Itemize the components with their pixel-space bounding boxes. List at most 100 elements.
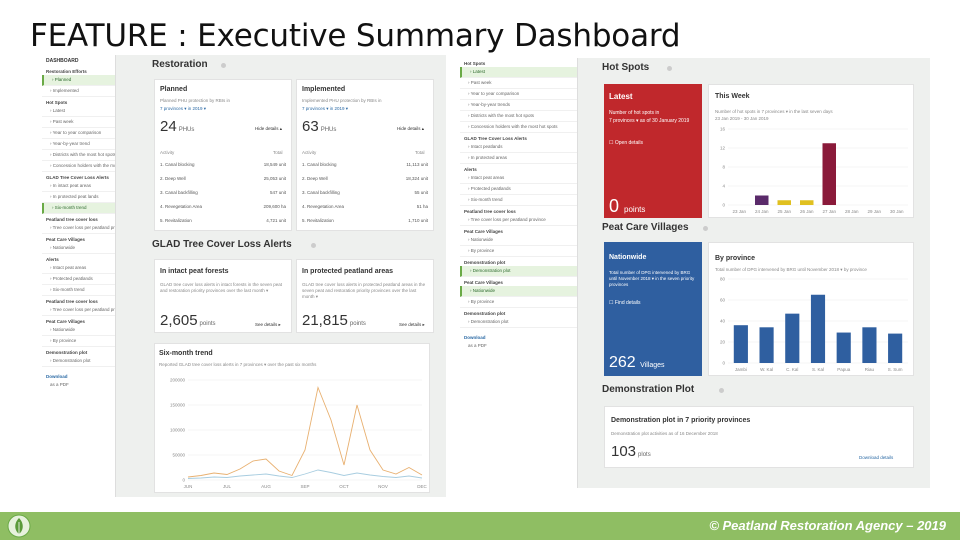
- sidebar-section[interactable]: Restoration Efforts: [46, 69, 87, 74]
- bar[interactable]: [888, 333, 903, 363]
- glad-title: GLAD Tree Cover Loss Alerts: [152, 239, 292, 250]
- download-button[interactable]: Download: [46, 374, 68, 379]
- intact-card: In intact peat forests GLAD tree cover l…: [154, 259, 292, 333]
- sidebar-item[interactable]: › Demonstration plot: [42, 356, 115, 367]
- sidebar-section[interactable]: Demonstration plot: [46, 350, 88, 355]
- bar[interactable]: [810, 294, 826, 363]
- sidebar-item[interactable]: › Districts with the most hot spots: [460, 111, 577, 122]
- sidebar-section[interactable]: Alerts: [46, 257, 59, 262]
- implemented-hide-button[interactable]: Hide details ▴: [397, 126, 425, 131]
- sidebar-item[interactable]: › Districts with the most hot spots: [42, 150, 115, 161]
- sidebar-section[interactable]: Peat Care Villages: [46, 319, 85, 324]
- find-details-checkbox[interactable]: ☐ Find details: [609, 300, 641, 306]
- sidebar-section[interactable]: Peatland tree cover loss: [46, 299, 98, 304]
- sidebar-section[interactable]: Demonstration plot: [464, 260, 506, 265]
- sidebar-item[interactable]: › Nationwide: [42, 325, 115, 336]
- sidebar-item[interactable]: › Past week: [42, 117, 115, 128]
- sidebar-item[interactable]: › Concession holders with the most hot s…: [42, 161, 115, 172]
- sidebar-item[interactable]: › Past week: [460, 78, 577, 89]
- sidebar-section[interactable]: Peat Care Villages: [464, 229, 503, 234]
- planned-filter[interactable]: 7 provinces ▾ in 2019 ▾: [160, 106, 207, 111]
- sidebar-item[interactable]: › Year-by-year trend: [42, 139, 115, 150]
- x-tick-label: NOV: [378, 484, 388, 489]
- implemented-filter[interactable]: 7 provinces ▾ in 2019 ▾: [302, 106, 349, 111]
- sidebar-item[interactable]: › Year-by-year trends: [460, 100, 577, 111]
- sidebar-section[interactable]: Peat Care Villages: [464, 280, 503, 285]
- sidebar-item[interactable]: › Concession holders with the most hot s…: [460, 122, 577, 133]
- planned-hide-button[interactable]: Hide details ▴: [255, 126, 283, 131]
- sidebar-item[interactable]: › Nationwide: [460, 235, 577, 246]
- download-details-link[interactable]: Download details: [859, 455, 894, 460]
- sidebar-item[interactable]: › Nationwide: [42, 243, 115, 254]
- by-province-card: By province Total number of DPG interven…: [708, 242, 914, 376]
- table-row-activity: 1. Canal blocking: [160, 162, 195, 167]
- sidebar-section[interactable]: Demonstration plot: [464, 311, 506, 316]
- sidebar-item[interactable]: › Tree cover loss per peatland province: [42, 223, 115, 234]
- sidebar-item[interactable]: › Six-month trend: [460, 195, 577, 206]
- sidebar-item[interactable]: › Six-month trend: [42, 285, 115, 296]
- sidebar-item[interactable]: › Intact peatlands: [460, 142, 577, 153]
- page-title: FEATURE : Executive Summary Dashboard: [30, 18, 681, 54]
- sidebar-section[interactable]: GLAD Tree Cover Loss Alerts: [464, 136, 527, 141]
- sidebar-section[interactable]: Peatland tree cover loss: [46, 217, 98, 222]
- bar[interactable]: [733, 325, 748, 363]
- sidebar-item[interactable]: › Latest: [42, 106, 115, 117]
- open-details-checkbox[interactable]: ☐ Open details: [609, 140, 643, 146]
- sidebar-section[interactable]: Alerts: [464, 167, 477, 172]
- sidebar-item[interactable]: › In intact peat areas: [42, 181, 115, 192]
- bar[interactable]: [777, 200, 792, 205]
- sidebar-item[interactable]: › Six-month trend: [42, 203, 115, 214]
- bar[interactable]: [800, 200, 814, 205]
- sidebar-item[interactable]: › Tree cover loss per peatland province: [460, 215, 577, 226]
- bar[interactable]: [755, 195, 769, 206]
- demo-card: Demonstration plot in 7 priority provinc…: [604, 406, 914, 468]
- latest-filter[interactable]: 7 provinces ▾ as of 30 January 2019: [609, 118, 690, 124]
- table-row-activity: 3. Canal backfilling: [160, 190, 198, 195]
- x-tick-label: 28 Jan: [845, 209, 859, 214]
- x-tick-label: 23 Jan: [732, 209, 746, 214]
- table-row-total: 11,113 unit: [406, 162, 428, 167]
- implemented-title: Implemented: [302, 86, 346, 93]
- sidebar-item[interactable]: › In protected areas: [460, 153, 577, 164]
- nationwide-value: 262 Villages: [609, 354, 665, 371]
- sidebar-item[interactable]: › By province: [42, 336, 115, 347]
- sidebar-item[interactable]: › Demonstration plot: [460, 317, 577, 328]
- sidebar-item[interactable]: › Intact peat areas: [42, 263, 115, 274]
- sidebar-item[interactable]: › Protected peatlands: [42, 274, 115, 285]
- info-icon: [703, 226, 708, 231]
- sidebar-section[interactable]: Hot Spots: [464, 61, 486, 66]
- bar[interactable]: [785, 313, 800, 363]
- sidebar-item[interactable]: › Nationwide: [460, 286, 577, 297]
- x-tick-label: 30 Jan: [890, 209, 904, 214]
- protected-value: 21,815 points: [302, 312, 366, 329]
- sidebar-section[interactable]: GLAD Tree Cover Loss Alerts: [46, 175, 109, 180]
- download-sub: as a PDF: [50, 382, 69, 387]
- sidebar-item[interactable]: › Demonstration plot: [460, 266, 577, 277]
- footer-bar: © Peatland Restoration Agency – 2019: [0, 512, 960, 540]
- sidebar-item[interactable]: › By province: [460, 297, 577, 308]
- sidebar-item[interactable]: › Protected peatlands: [460, 184, 577, 195]
- nationwide-card: Nationwide Total number of DPG intervene…: [604, 242, 702, 376]
- protected-see-details[interactable]: See details ▸: [399, 322, 425, 327]
- sidebar-item[interactable]: › Planned: [42, 75, 115, 86]
- table-row-activity: 4. Revegetation Area: [302, 204, 345, 209]
- intact-see-details[interactable]: See details ▸: [255, 322, 281, 327]
- sidebar-item[interactable]: › In protected peat lands: [42, 192, 115, 203]
- sidebar-section[interactable]: Peat Care Villages: [46, 237, 85, 242]
- x-tick-label: SEP: [300, 484, 309, 489]
- download-button[interactable]: Download: [464, 335, 486, 340]
- sidebar-item[interactable]: › Tree cover loss per peatland province: [42, 305, 115, 316]
- sidebar-item[interactable]: › Latest: [460, 67, 577, 78]
- bar[interactable]: [836, 332, 851, 363]
- sidebar-section[interactable]: Peatland tree cover loss: [464, 209, 516, 214]
- sidebar-item[interactable]: › By province: [460, 246, 577, 257]
- sidebar-section[interactable]: Hot Spots: [46, 100, 68, 105]
- bar[interactable]: [822, 143, 837, 205]
- sidebar-item[interactable]: › Year to year comparison: [460, 89, 577, 100]
- bar[interactable]: [759, 327, 774, 363]
- sidebar-item[interactable]: › Year to year comparison: [42, 128, 115, 139]
- x-tick-label: OCT: [339, 484, 349, 489]
- sidebar-item[interactable]: › Implemented: [42, 86, 115, 97]
- sidebar-item[interactable]: › Intact peat areas: [460, 173, 577, 184]
- bar[interactable]: [862, 327, 877, 363]
